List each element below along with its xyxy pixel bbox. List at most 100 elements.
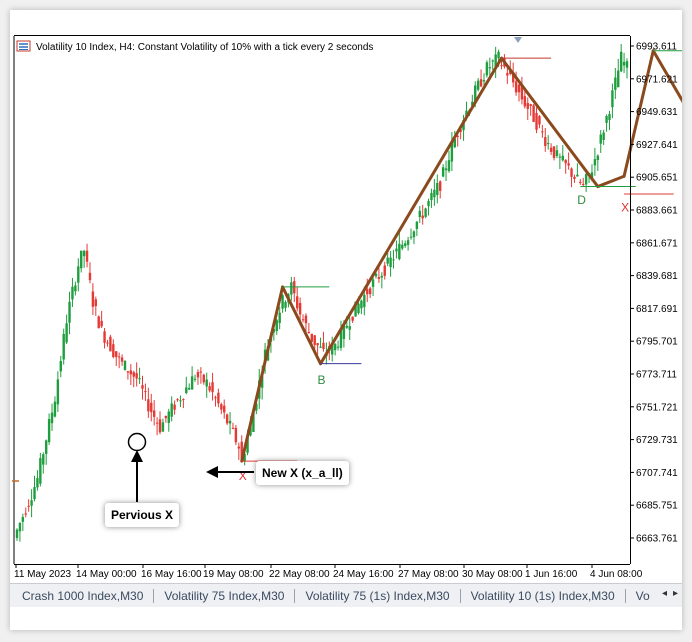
candle-body (514, 81, 518, 93)
candle-body (506, 73, 509, 76)
candle-body (523, 96, 527, 107)
candle-body (395, 248, 398, 252)
zigzag-layer (240, 49, 682, 463)
candle-body (497, 51, 500, 59)
price-axis: 6993.611 6971.621 6949.631 6927.641 6905.651… (13, 35, 678, 565)
candle-body (225, 414, 229, 424)
candle-body (298, 302, 302, 315)
candle-body (39, 458, 42, 484)
candle-body (371, 279, 375, 287)
candle-body (354, 301, 357, 317)
candle-body (374, 273, 378, 277)
chart-header-title: Volatility 10 Index, H4: Constant Volati… (36, 42, 373, 53)
candle-body (170, 403, 173, 417)
candle-body (579, 181, 582, 183)
price-tick-label: 6817.691 (636, 304, 678, 315)
candle-body (147, 399, 150, 412)
candle-body (564, 159, 567, 164)
price-tick-label: 6773.711 (636, 370, 677, 381)
candle-body (421, 215, 424, 219)
candle-body (155, 422, 159, 424)
scroll-right-icon[interactable]: ▸ (672, 588, 678, 599)
candle-body (602, 132, 605, 140)
price-chart[interactable]: B D X X 6993.611 6971.621 6949.631 6927.641 690… (10, 10, 682, 583)
candle-body (106, 342, 109, 344)
candle-body (205, 379, 208, 387)
candle-body (459, 129, 462, 132)
scroll-left-icon[interactable]: ◂ (661, 588, 667, 599)
candle-body (53, 401, 57, 417)
candle-body (357, 303, 360, 314)
candle-body (281, 295, 284, 309)
price-tick-label: 6795.701 (636, 337, 678, 348)
time-tick-label: 24 May 16:00 (333, 569, 394, 580)
candle-body (526, 102, 529, 109)
arrow-up-icon (131, 450, 143, 462)
pattern-point-label: X (621, 200, 629, 214)
scroll-marker-icon (514, 37, 522, 43)
chart-window: B D X X 6993.611 6971.621 6949.631 6927.641 690… (10, 10, 682, 630)
candle-body (185, 387, 188, 394)
candle-body (223, 405, 226, 413)
zigzag-segment (319, 56, 503, 366)
candle-body (144, 391, 147, 393)
time-tick-label: 27 May 08:00 (398, 569, 459, 580)
time-axis: 11 May 2023 14 May 00:00 16 May 16:00 19 Ma… (14, 564, 643, 580)
candle-body (366, 289, 369, 295)
candle-body (567, 163, 570, 166)
candle-body (511, 72, 515, 83)
candle-body (112, 344, 115, 357)
candle-body (182, 399, 185, 401)
candle-body (582, 183, 585, 185)
candle-body (115, 351, 118, 358)
symbol-tab-bar: Crash 1000 Index,M30 Volatility 75 Index… (10, 583, 682, 607)
candle-body (485, 62, 489, 76)
candle-body (552, 146, 556, 158)
candle-body (228, 420, 232, 424)
candle-body (193, 378, 197, 380)
candle-body (138, 378, 141, 380)
candle-body (529, 104, 532, 107)
time-tick-label: 4 Jun 08:00 (590, 569, 643, 580)
candle-body (217, 392, 220, 404)
pattern-labels-layer: B D X X (239, 193, 629, 483)
candle-body (132, 372, 135, 377)
candle-body (392, 259, 395, 261)
previous-x-circle (127, 432, 147, 452)
candle-body (82, 250, 86, 257)
price-tick-label: 6905.651 (636, 173, 678, 184)
tab-volatility-75-1s[interactable]: Volatility 75 (1s) Index,M30 (295, 588, 461, 603)
candle-body (313, 335, 316, 345)
time-tick-label: 16 May 16:00 (141, 569, 202, 580)
candle-body (167, 411, 170, 423)
tab-volatility-10-1s[interactable]: Volatility 10 (1s) Index,M30 (461, 588, 626, 603)
candle-body (21, 517, 25, 522)
candle-body (622, 61, 626, 66)
candle-body (363, 294, 366, 308)
candle-body (278, 312, 281, 323)
candle-body (488, 67, 492, 69)
candle-body (117, 356, 121, 358)
candle-body (476, 80, 480, 90)
candle-body (231, 427, 235, 429)
candle-body (433, 189, 436, 198)
candle-body (208, 386, 211, 391)
candle-body (103, 331, 106, 343)
price-tick-label: 6729.731 (636, 435, 678, 446)
candle-body (158, 419, 162, 433)
candle-body (617, 70, 620, 88)
candle-body (319, 346, 322, 348)
zigzag-segment (499, 56, 600, 189)
candle-body (164, 415, 168, 419)
candle-body (50, 412, 54, 424)
candle-body (456, 135, 459, 137)
candle-body (176, 399, 179, 401)
candle-body (310, 333, 313, 342)
tab-truncated[interactable]: Vo (635, 588, 650, 603)
tab-crash-1000[interactable]: Crash 1000 Index,M30 (10, 588, 155, 603)
tab-volatility-75[interactable]: Volatility 75 Index,M30 (154, 588, 296, 603)
candle-body (544, 137, 547, 147)
candle-body (27, 505, 30, 507)
candle-body (401, 244, 404, 249)
candle-body (342, 323, 346, 339)
